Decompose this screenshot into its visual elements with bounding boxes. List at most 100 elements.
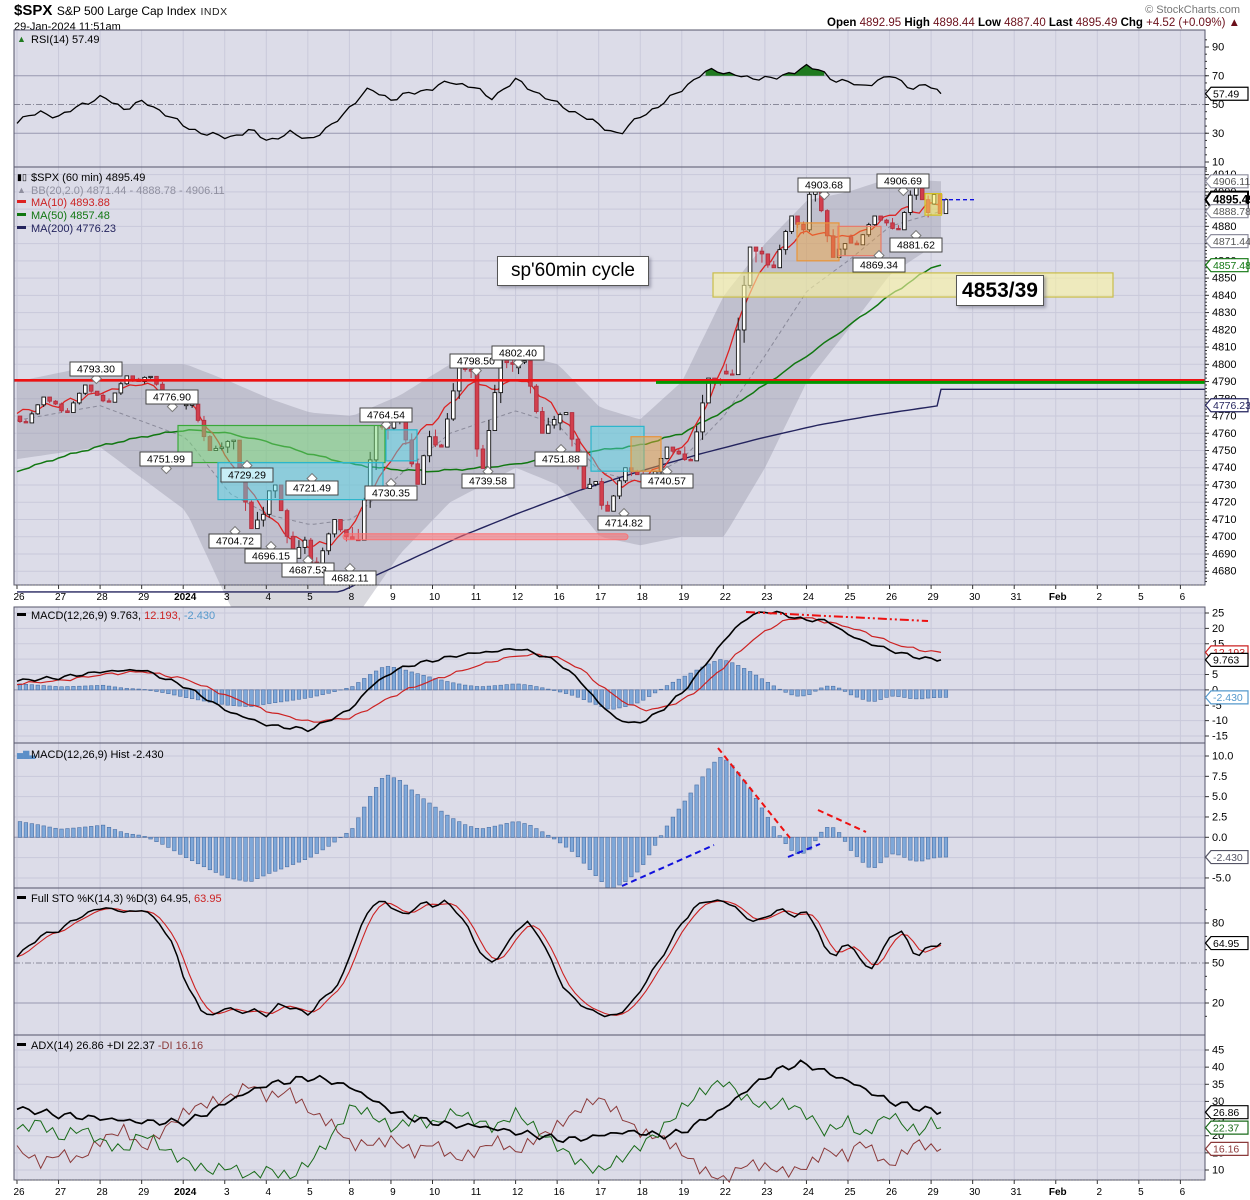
price-legend: ▮▯ $SPX (60 min) 4895.49 ▲ BB(20,2.0) 4871… (17, 171, 225, 236)
ma50-legend: MA(50) 4857.48 (31, 210, 110, 222)
svg-text:90: 90 (1212, 42, 1224, 54)
support-zone-label: 4853/39 (956, 275, 1044, 306)
mountain-icon: ▲ (17, 34, 26, 44)
svg-text:26: 26 (13, 1187, 25, 1198)
svg-text:2: 2 (1097, 1187, 1103, 1198)
svg-text:9.763: 9.763 (1213, 655, 1239, 667)
svg-text:25: 25 (844, 1187, 856, 1198)
last-value: 4895.49 (1075, 17, 1118, 29)
svg-text:4869.34: 4869.34 (860, 260, 898, 272)
svg-text:4790: 4790 (1212, 376, 1236, 388)
quote-line: Open 4892.95 High 4898.44 Low 4887.40 La… (827, 17, 1240, 29)
bands-icon: ▲ (17, 185, 26, 195)
svg-text:70: 70 (1212, 70, 1224, 82)
svg-text:29: 29 (928, 1187, 940, 1198)
rsi-legend: ▲ RSI(14) 57.49 (17, 33, 99, 46)
svg-text:4810: 4810 (1212, 342, 1236, 354)
svg-text:4750: 4750 (1212, 445, 1236, 457)
svg-text:16: 16 (554, 1187, 566, 1198)
svg-text:17: 17 (595, 1187, 607, 1198)
open-label: Open (827, 17, 857, 29)
svg-text:4840: 4840 (1212, 290, 1236, 302)
svg-text:4802.40: 4802.40 (499, 348, 537, 360)
svg-text:10: 10 (429, 1187, 441, 1198)
svg-text:2: 2 (1097, 592, 1103, 603)
svg-text:8: 8 (349, 1187, 355, 1198)
sto-d-value: 63.95 (194, 893, 222, 905)
svg-text:6: 6 (1180, 1187, 1186, 1198)
svg-text:20: 20 (1212, 623, 1224, 635)
svg-text:-10: -10 (1212, 715, 1228, 727)
adx-values: ADX(14) 26.86 +DI 22.37 (31, 1040, 155, 1052)
svg-text:4798.50: 4798.50 (457, 356, 495, 368)
svg-text:29: 29 (138, 592, 150, 603)
svg-text:17: 17 (595, 592, 607, 603)
open-value: 4892.95 (859, 17, 902, 29)
svg-text:29: 29 (928, 592, 940, 603)
ma10-line-icon (17, 200, 26, 203)
svg-text:40: 40 (1212, 1062, 1224, 1074)
svg-text:10.0: 10.0 (1212, 751, 1233, 763)
rsi-panel: 90 70 50 30 10 57.49 (13, 29, 1249, 170)
svg-text:4680: 4680 (1212, 566, 1236, 578)
bb-legend: BB(20,2.0) 4871.44 - 4888.78 - 4906.11 (31, 185, 225, 197)
last-label: Last (1048, 17, 1073, 29)
exchange: INDX (200, 6, 228, 18)
svg-text:31: 31 (1011, 1187, 1023, 1198)
svg-text:57.49: 57.49 (1213, 89, 1239, 101)
macd-signal-value: 12.193, (144, 610, 181, 622)
sto-k-value: Full STO %K(14,3) %D(3) 64.95, (31, 893, 191, 905)
svg-text:5: 5 (1138, 592, 1144, 603)
svg-text:27: 27 (55, 1187, 67, 1198)
svg-text:4871.44: 4871.44 (1213, 236, 1250, 248)
svg-text:30: 30 (969, 592, 981, 603)
svg-text:9: 9 (390, 592, 396, 603)
svg-text:-5.0: -5.0 (1212, 872, 1231, 884)
ma200-legend: MA(200) 4776.23 (31, 223, 116, 235)
svg-text:8: 8 (349, 592, 355, 603)
svg-text:27: 27 (55, 592, 67, 603)
ma10-legend: MA(10) 4893.88 (31, 197, 110, 209)
ma50-line-icon (17, 213, 26, 216)
svg-text:26: 26 (886, 1187, 898, 1198)
chg-label: Chg (1120, 17, 1143, 29)
svg-text:23: 23 (761, 592, 773, 603)
svg-text:4687.53: 4687.53 (289, 565, 327, 577)
svg-text:4764.54: 4764.54 (367, 410, 405, 422)
sto-line-icon (17, 896, 26, 899)
svg-text:4820: 4820 (1212, 324, 1236, 336)
svg-text:25: 25 (1212, 608, 1224, 620)
svg-text:4739.58: 4739.58 (469, 476, 507, 488)
svg-text:10: 10 (1212, 1165, 1224, 1177)
macd-legend: MACD(12,26,9) 9.763, 12.193, -2.430 (17, 610, 215, 623)
svg-text:22.37: 22.37 (1213, 1122, 1239, 1134)
svg-text:6: 6 (1180, 592, 1186, 603)
svg-text:3: 3 (224, 592, 230, 603)
svg-text:2.5: 2.5 (1212, 811, 1227, 823)
svg-text:3: 3 (224, 1187, 230, 1198)
svg-text:16.16: 16.16 (1213, 1144, 1239, 1156)
svg-text:4888.78: 4888.78 (1213, 206, 1250, 218)
svg-text:5: 5 (1138, 1187, 1144, 1198)
svg-text:4730.35: 4730.35 (372, 488, 410, 500)
svg-text:16: 16 (554, 592, 566, 603)
svg-text:30: 30 (969, 1187, 981, 1198)
svg-text:29: 29 (138, 1187, 150, 1198)
svg-text:9: 9 (390, 1187, 396, 1198)
hist-legend-text: MACD(12,26,9) Hist -2.430 (31, 749, 164, 761)
svg-text:24: 24 (803, 1187, 815, 1198)
svg-text:4850: 4850 (1212, 273, 1236, 285)
svg-text:4903.68: 4903.68 (805, 180, 843, 192)
ma200-line-icon (17, 226, 26, 229)
sto-legend: Full STO %K(14,3) %D(3) 64.95, 63.95 (17, 893, 222, 906)
svg-text:4880: 4880 (1212, 221, 1236, 233)
svg-text:35: 35 (1212, 1079, 1224, 1091)
adx-legend: ADX(14) 26.86 +DI 22.37 -DI 16.16 (17, 1040, 203, 1053)
svg-text:4881.62: 4881.62 (897, 240, 935, 252)
svg-text:26: 26 (886, 592, 898, 603)
svg-text:50: 50 (1212, 957, 1224, 969)
svg-text:4770: 4770 (1212, 411, 1236, 423)
svg-text:5: 5 (1212, 669, 1218, 681)
macd-legend-value: MACD(12,26,9) 9.763, (31, 610, 142, 622)
svg-text:4720: 4720 (1212, 497, 1236, 509)
